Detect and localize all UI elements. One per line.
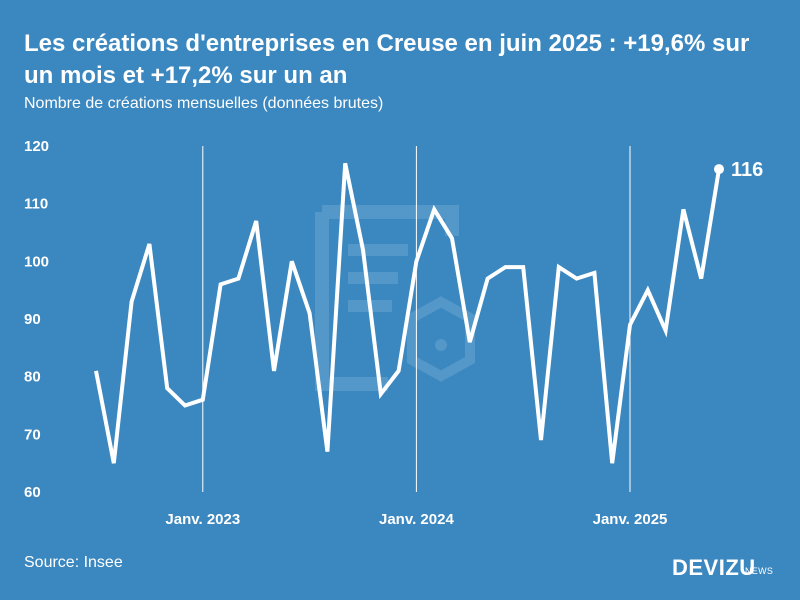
x-tick-label: Janv. 2023 (165, 511, 240, 528)
x-tick-label: Janv. 2024 (379, 511, 454, 528)
chart-title: Les créations d'entreprises en Creuse en… (24, 30, 750, 89)
source-note: Source: Insee (24, 554, 123, 571)
x-tick-label: Janv. 2025 (593, 511, 668, 528)
y-tick-label: 80 (24, 369, 41, 386)
end-value-label: 116 (731, 159, 763, 181)
y-tick-label: 120 (24, 138, 49, 155)
y-tick-label: 60 (24, 484, 41, 501)
brand-logo-sub: NEWS (745, 566, 774, 576)
y-tick-label: 70 (24, 426, 41, 443)
y-tick-label: 90 (24, 311, 41, 328)
document-gear-icon (315, 205, 475, 391)
y-tick-label: 100 (24, 253, 49, 270)
series-line (94, 162, 721, 464)
end-point-marker (714, 164, 724, 175)
y-tick-label: 110 (24, 196, 48, 213)
chart-subtitle: Nombre de créations mensuelles (données … (24, 95, 384, 112)
brand-logo: DEVIZU (672, 555, 756, 580)
